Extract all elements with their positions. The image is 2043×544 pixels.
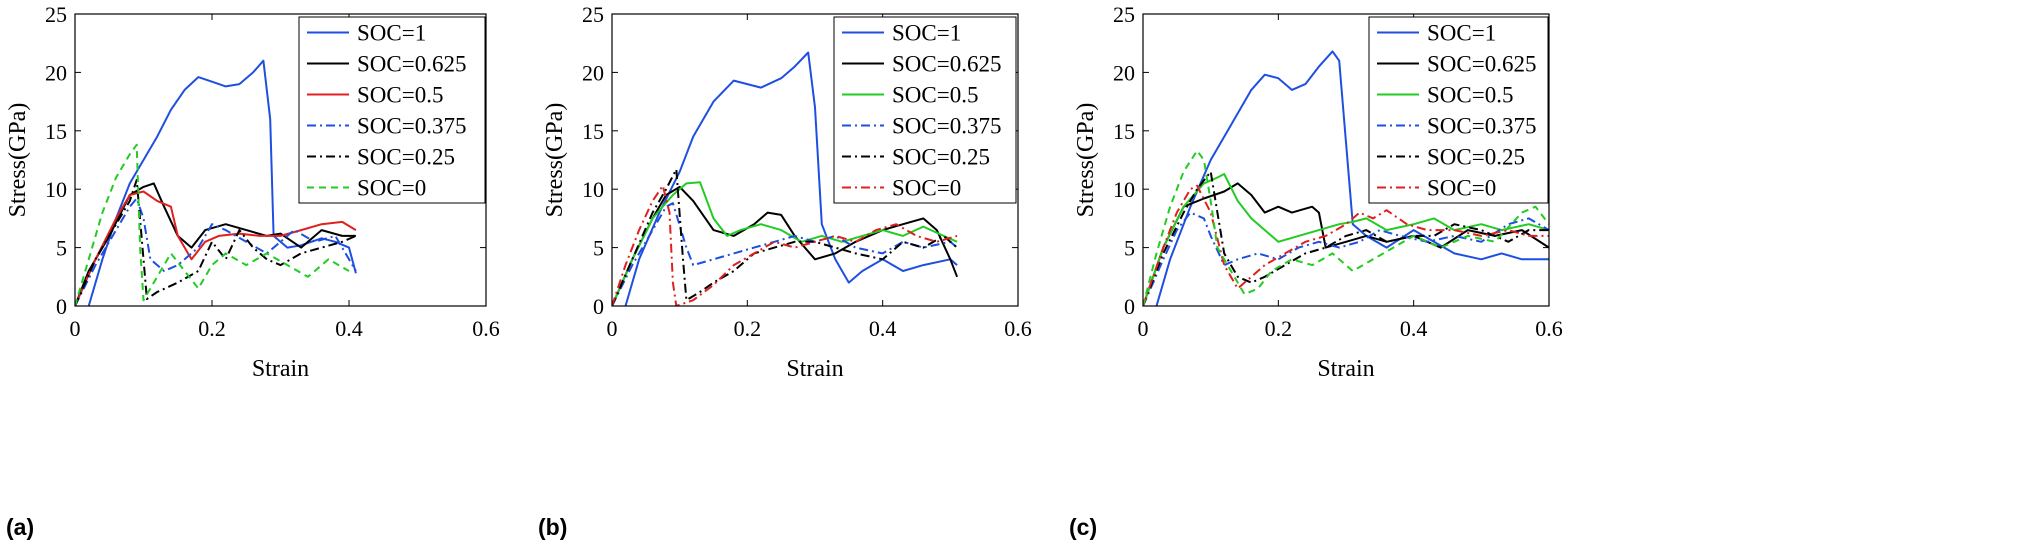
legend-entry: SOC=1	[1427, 21, 1496, 46]
legend-entry: SOC=1	[357, 21, 426, 46]
legend-entry: SOC=0.625	[357, 52, 466, 77]
series-line-1	[624, 51, 958, 306]
series-line-1	[87, 59, 357, 306]
series-line-6	[1143, 184, 1549, 306]
legend-box	[833, 16, 1017, 204]
x-tick-label: 0.4	[1400, 316, 1428, 341]
x-tick-label: 0.2	[1265, 316, 1293, 341]
x-tick-label: 0.6	[1535, 316, 1563, 341]
legend-entry: SOC=0.375	[892, 114, 1001, 139]
legend-entry: SOC=1	[892, 21, 961, 46]
plot-area-frame	[611, 13, 1019, 307]
x-axis-label: Strain	[786, 356, 843, 382]
x-tick-label: 0	[1138, 316, 1149, 341]
y-tick-label: 10	[1113, 177, 1135, 202]
series-line-3	[75, 190, 357, 306]
y-axis-label: Stress(GPa)	[1073, 103, 1099, 218]
series-line-4	[1143, 211, 1549, 306]
y-tick-label: 10	[45, 177, 67, 202]
y-tick-label: 20	[582, 60, 604, 85]
y-tick-label: 25	[1113, 2, 1135, 27]
panel-label: (c)	[1069, 514, 1097, 540]
legend-entry: SOC=0.625	[892, 52, 1001, 77]
series-group	[75, 59, 357, 306]
y-tick-label: 5	[1124, 236, 1135, 261]
legend: SOC=1 SOC=0.625 SOC=0.5 SOC=0.375 SOC=0.25 SO…	[1368, 16, 1549, 204]
y-tick-label: 0	[593, 294, 604, 319]
legend-entry: SOC=0.5	[357, 83, 443, 108]
series-line-5	[1143, 170, 1549, 306]
series-line-1	[1155, 50, 1549, 306]
x-tick-label: 0	[607, 316, 618, 341]
chart-panel-2: 0 5 10 15 20 25 0 0.2 0.4 0.6 Strain Stress(GPa) SOC…	[538, 2, 1032, 540]
x-tick-label: 0.6	[472, 316, 500, 341]
y-tick-label: 25	[582, 2, 604, 27]
x-tick-label: 0	[70, 316, 81, 341]
legend-box	[298, 16, 486, 204]
legend: SOC=1 SOC=0.625 SOC=0.5 SOC=0.375 SOC=0.25 SO…	[298, 16, 486, 204]
y-tick-label: 15	[45, 119, 67, 144]
chart-panel-1: 0 5 10 15 20 25 0 0.2 0.4 0.6 Strain Stress(GPa) SOC…	[5, 2, 500, 540]
legend-entry: SOC=0.5	[1427, 83, 1513, 108]
y-tick-label: 10	[582, 177, 604, 202]
legend-entry: SOC=0.25	[1427, 145, 1525, 170]
y-axis-label: Stress(GPa)	[542, 103, 568, 218]
y-tick-label: 25	[45, 2, 67, 27]
series-group	[1143, 50, 1549, 306]
y-axis-label: Stress(GPa)	[5, 103, 31, 218]
series-line-6	[75, 143, 350, 306]
chart-panel-3: 0 5 10 15 20 25 0 0.2 0.4 0.6 Strain Stress(GPa) SOC…	[1069, 2, 1563, 540]
legend-entry: SOC=0.5	[892, 83, 978, 108]
panel-label: (a)	[6, 514, 34, 540]
y-tick-label: 20	[1113, 60, 1135, 85]
plot-area-frame	[1142, 13, 1550, 307]
legend-entry: SOC=0.625	[1427, 52, 1536, 77]
legend-entry: SOC=0.25	[892, 145, 990, 170]
series-line-3	[612, 181, 958, 306]
series-line-2	[612, 185, 959, 306]
y-tick-label: 15	[1113, 119, 1135, 144]
x-tick-label: 0.4	[335, 316, 363, 341]
panel-label: (b)	[538, 514, 567, 540]
x-tick-label: 0.2	[198, 316, 226, 341]
legend-entry: SOC=0.25	[357, 145, 455, 170]
x-axis-label: Strain	[252, 356, 309, 382]
series-line-7	[1143, 149, 1549, 306]
x-tick-label: 0.4	[869, 316, 897, 341]
plot-area-frame	[74, 13, 487, 307]
series-line-6	[612, 184, 958, 306]
y-tick-label: 5	[56, 236, 67, 261]
legend-entry: SOC=0	[892, 176, 961, 201]
legend-entry: SOC=0.375	[357, 114, 466, 139]
y-tick-label: 0	[1124, 294, 1135, 319]
y-tick-label: 15	[582, 119, 604, 144]
legend: SOC=1 SOC=0.625 SOC=0.5 SOC=0.375 SOC=0.25 SO…	[833, 16, 1017, 204]
x-tick-label: 0.2	[734, 316, 762, 341]
y-tick-label: 20	[45, 60, 67, 85]
y-tick-label: 5	[593, 236, 604, 261]
y-tick-label: 0	[56, 294, 67, 319]
series-line-4	[75, 197, 357, 306]
series-group	[612, 51, 959, 306]
series-line-5	[75, 178, 357, 306]
x-axis-label: Strain	[1317, 356, 1374, 382]
legend-entry: SOC=0	[1427, 176, 1496, 201]
legend-box	[1368, 16, 1549, 204]
legend-entry: SOC=0	[357, 176, 426, 201]
x-tick-label: 0.6	[1004, 316, 1032, 341]
legend-entry: SOC=0.375	[1427, 114, 1536, 139]
